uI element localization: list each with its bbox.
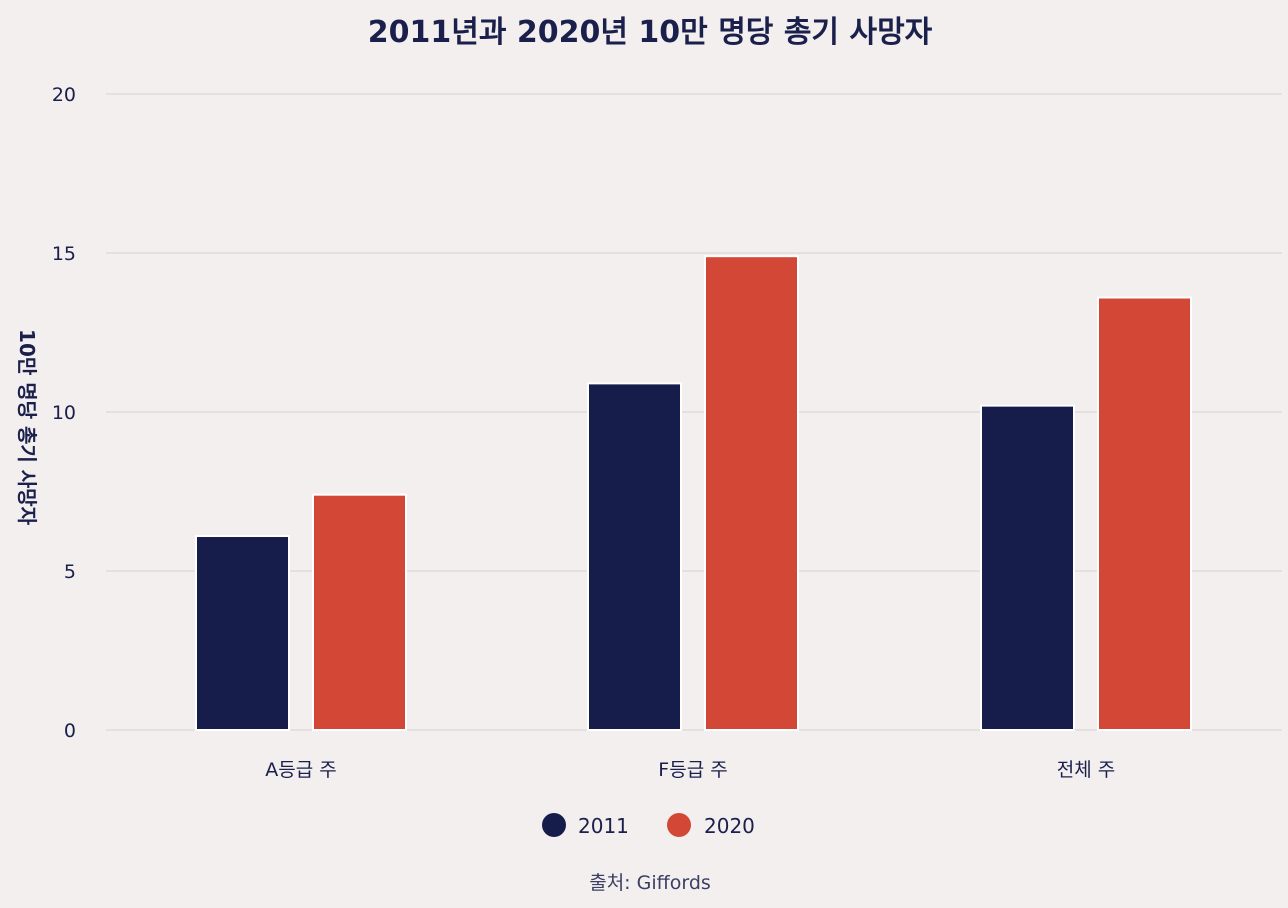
- bar-2020-2: [1097, 296, 1192, 731]
- x-tick-labels: A등급 주 F등급 주 전체 주: [265, 759, 1115, 781]
- bar-2011-2: [980, 404, 1075, 731]
- source-note: 출처: Giffords: [589, 872, 711, 894]
- x-tick-label: A등급 주: [265, 759, 336, 781]
- chart-title: 2011년과 2020년 10만 명당 총기 사망자: [368, 15, 933, 50]
- legend-swatch-2020: [667, 813, 691, 837]
- x-tick-label: F등급 주: [658, 759, 727, 781]
- y-tick-label: 0: [64, 720, 76, 742]
- y-tick-label: 20: [52, 84, 76, 106]
- legend: 2011 2020: [542, 813, 755, 838]
- bar-2011-1: [587, 382, 682, 731]
- y-tick-label: 5: [64, 561, 76, 583]
- legend-label-2011: 2011: [578, 814, 629, 838]
- y-tick-label: 10: [52, 402, 76, 424]
- y-tick-labels: 0 5 10 15 20: [52, 84, 76, 742]
- legend-label-2020: 2020: [704, 814, 755, 838]
- bar-2011-0: [195, 535, 290, 732]
- bars: [195, 255, 1192, 732]
- bar-2020-1: [704, 255, 799, 731]
- y-tick-label: 15: [52, 243, 76, 265]
- bar-2020-0: [312, 493, 407, 731]
- legend-swatch-2011: [542, 813, 566, 837]
- y-axis-label: 10만 명당 총기 사망자: [15, 329, 39, 526]
- grid-layer: [106, 93, 1282, 731]
- x-tick-label: 전체 주: [1057, 759, 1115, 781]
